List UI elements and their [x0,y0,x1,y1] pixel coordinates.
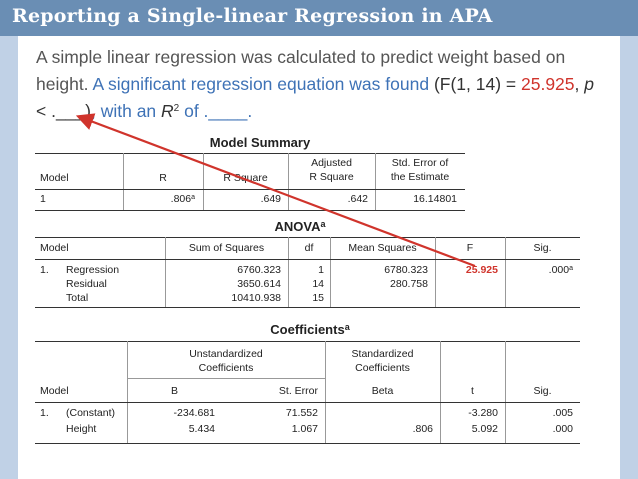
coef-t: 5.092 [471,423,498,435]
anova-title-text: ANOVA [274,219,321,234]
anova-f-value: 25.925 [465,264,498,276]
anova-sig-value: .000 [548,264,570,276]
coef-header-sig: Sig. [533,385,552,397]
ms-header-adj-1: Adjusted [311,157,352,169]
anova-sig: .000a [505,264,573,277]
anova-row-label: Regression [66,264,120,276]
anova-ms: 6780.323 [384,264,428,276]
ms-header-rule [35,189,465,190]
anova-header-rule [35,259,580,260]
anova-divider-3 [330,237,331,307]
ms-cell-r-square: .649 [260,193,281,205]
ms-header-se-2: the Estimate [390,171,450,183]
anova-header-model: Model [40,242,69,254]
coef-row-label: (Constant) [66,407,116,419]
coef-top-rule [35,341,580,342]
coef-divider-3 [440,341,441,443]
anova-ms: 280.758 [390,278,428,290]
coef-header-t: t [471,385,474,397]
coef-beta: .806 [412,423,433,435]
ms-cell-adj-r-square: .642 [347,193,368,205]
anova-header-df: df [304,242,314,254]
anova-bottom-rule [35,307,580,308]
ms-header-model: Model [40,172,69,184]
intro-with-an: , with an [90,101,162,121]
ms-cell-r: .806a [123,193,195,206]
anova-header-ms: Mean Squares [348,242,417,254]
intro-sentence-1: A simple linear regression was calculate… [36,47,566,94]
intro-f-stat: (F(1, 14) = [433,74,517,94]
coef-divider-2 [325,341,326,443]
coef-sig: .000 [552,423,573,435]
coef-b: -234.681 [173,407,215,419]
intro-f-value: 25.925 [521,74,575,94]
anova-divider-4 [435,237,436,307]
coef-header-beta: Beta [371,385,394,397]
intro-comma: , [574,74,585,94]
anova-model-num: 1. [40,264,49,276]
anova-sig-sup: a [569,265,573,272]
anova-header-ss: Sum of Squares [188,242,265,254]
coef-header-std-1: Standardized [351,348,414,360]
anova-header-f: F [466,242,474,254]
anova-df: 1 [318,264,324,276]
intro-paragraph: A simple linear regression was calculate… [36,44,606,125]
anova-header-sig: Sig. [533,242,552,254]
coef-unstd-rule [127,378,325,379]
anova-df: 15 [312,292,324,304]
coef-divider-1 [127,341,128,443]
anova-divider-1 [165,237,166,307]
anova-ss: 10410.938 [231,292,281,304]
coef-header-std-2: Coefficients [355,362,410,374]
coefficients-title: Coefficientsa [240,322,380,337]
ms-cell-se: 16.14801 [413,193,457,205]
ms-header-r: R [159,172,167,184]
intro-r2-label: R [161,101,174,121]
title-bar [0,0,638,36]
coef-divider-4 [505,341,506,443]
coef-header-rule [35,402,580,403]
coef-bottom-rule [35,443,580,444]
coef-header-model: Model [40,385,69,397]
coefficients-title-text: Coefficients [270,322,345,337]
intro-r2-blank: of .____. [179,101,253,121]
coef-b: 5.434 [188,423,215,435]
intro-sentence-2: A significant regression equation was fo… [92,74,430,94]
coef-header-unstd-2: Coefficients [198,362,254,374]
ms-cell-r-value: .806 [170,193,192,205]
ms-header-r-square: R Square [223,172,268,184]
anova-top-rule [35,237,580,238]
slide-title: Reporting a Single-linear Regression in … [12,5,493,27]
ms-cell-model: 1 [40,193,46,205]
coef-t: -3.280 [468,407,498,419]
anova-divider-2 [288,237,289,307]
anova-row-label: Residual [66,278,107,290]
model-summary-title: Model Summary [209,135,311,150]
coefficients-title-sup: a [344,322,350,332]
coef-sig: .005 [552,407,573,419]
coef-se: 71.552 [285,407,318,419]
coef-header-se: St. Error [278,385,318,397]
anova-df: 14 [312,278,324,290]
intro-r2-sup: 2 [173,103,180,114]
coef-header-b: B [170,385,178,397]
intro-p-blank: < .___) [36,101,91,121]
ms-header-adj-2: R Square [309,171,354,183]
model-summary-top-rule [35,153,465,154]
anova-title: ANOVAa [250,219,350,234]
coef-row-label: Height [66,423,97,435]
coef-se: 1.067 [291,423,318,435]
anova-ss: 6760.323 [237,264,281,276]
intro-p-label: p [584,74,594,94]
ms-header-se-1: Std. Error of [391,157,449,169]
anova-divider-5 [505,237,506,307]
coef-header-unstd-1: Unstandardized [189,348,263,360]
ms-cell-r-sup: a [191,194,195,201]
anova-ss: 3650.614 [237,278,281,290]
coef-model-num: 1. [40,407,49,419]
anova-title-sup: a [320,219,326,229]
ms-bottom-rule [35,210,465,211]
anova-row-label: Total [66,292,89,304]
